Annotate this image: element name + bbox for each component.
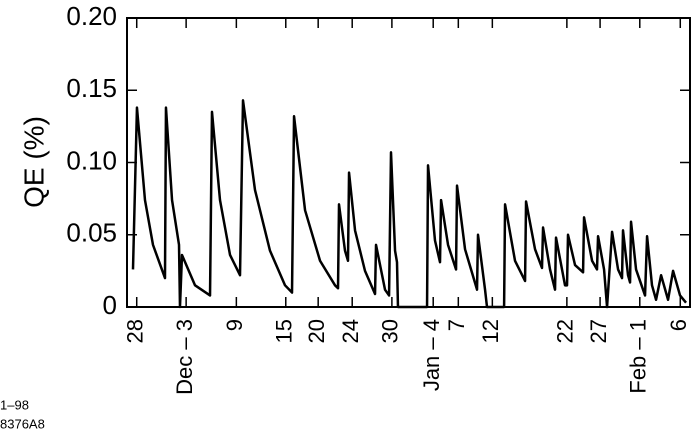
data-line — [131, 99, 687, 309]
y-tick-label: 0.10 — [66, 145, 117, 175]
y-axis-label: QE (%) — [18, 116, 49, 208]
note: 1–98 — [0, 397, 29, 412]
y-tick-label: 0.15 — [66, 73, 117, 103]
x-tick-label: 7 — [444, 319, 469, 331]
x-tick-label: 27 — [586, 319, 611, 343]
x-tick-label: 24 — [338, 319, 363, 343]
x-tick-label: Jan – 4 — [419, 319, 444, 391]
y-tick-label: 0.05 — [66, 218, 117, 248]
x-tick-label: Dec – 3 — [172, 319, 197, 395]
y-tick-label: 0 — [103, 290, 117, 320]
x-tick-label: 6 — [666, 319, 691, 331]
x-tick-label: Feb – 1 — [626, 319, 651, 394]
x-tick-label: 12 — [478, 319, 503, 343]
x-tick-label: 28 — [123, 319, 148, 343]
y-tick-label: 0.20 — [66, 1, 117, 31]
x-tick-label: 20 — [304, 319, 329, 343]
note: 8376A8 — [0, 416, 45, 431]
x-tick-label: 30 — [378, 319, 403, 343]
x-tick-label: 9 — [222, 319, 247, 331]
x-tick-label: 15 — [272, 319, 297, 343]
x-tick-label: 22 — [553, 319, 578, 343]
